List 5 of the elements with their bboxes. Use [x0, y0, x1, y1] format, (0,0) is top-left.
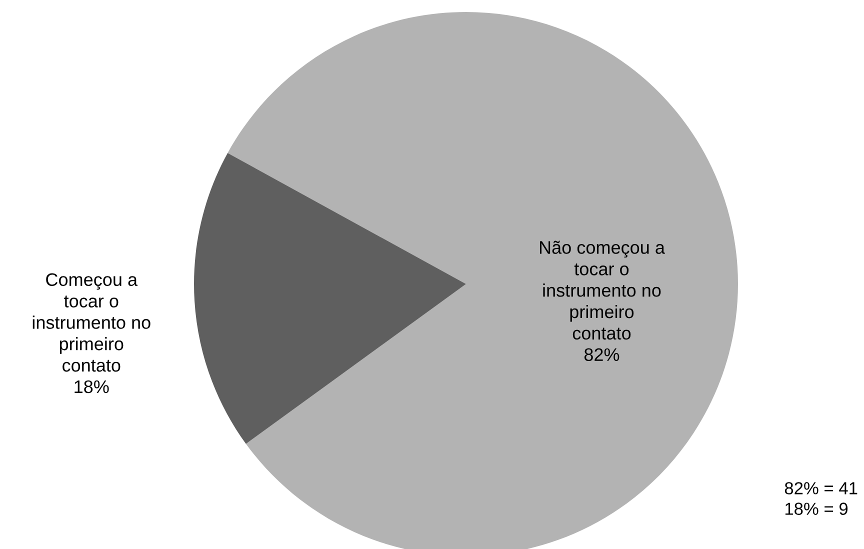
slice-label: Começou a tocar o instrumento no primeiro contato [32, 273, 150, 372]
data-label: 82% [584, 348, 620, 362]
data-label: 18% [74, 380, 109, 394]
text: 82% = 41 18% = 9 [784, 482, 858, 515]
slice-label: Não começou a tocar o instrumento no primeiro contato [540, 240, 665, 340]
